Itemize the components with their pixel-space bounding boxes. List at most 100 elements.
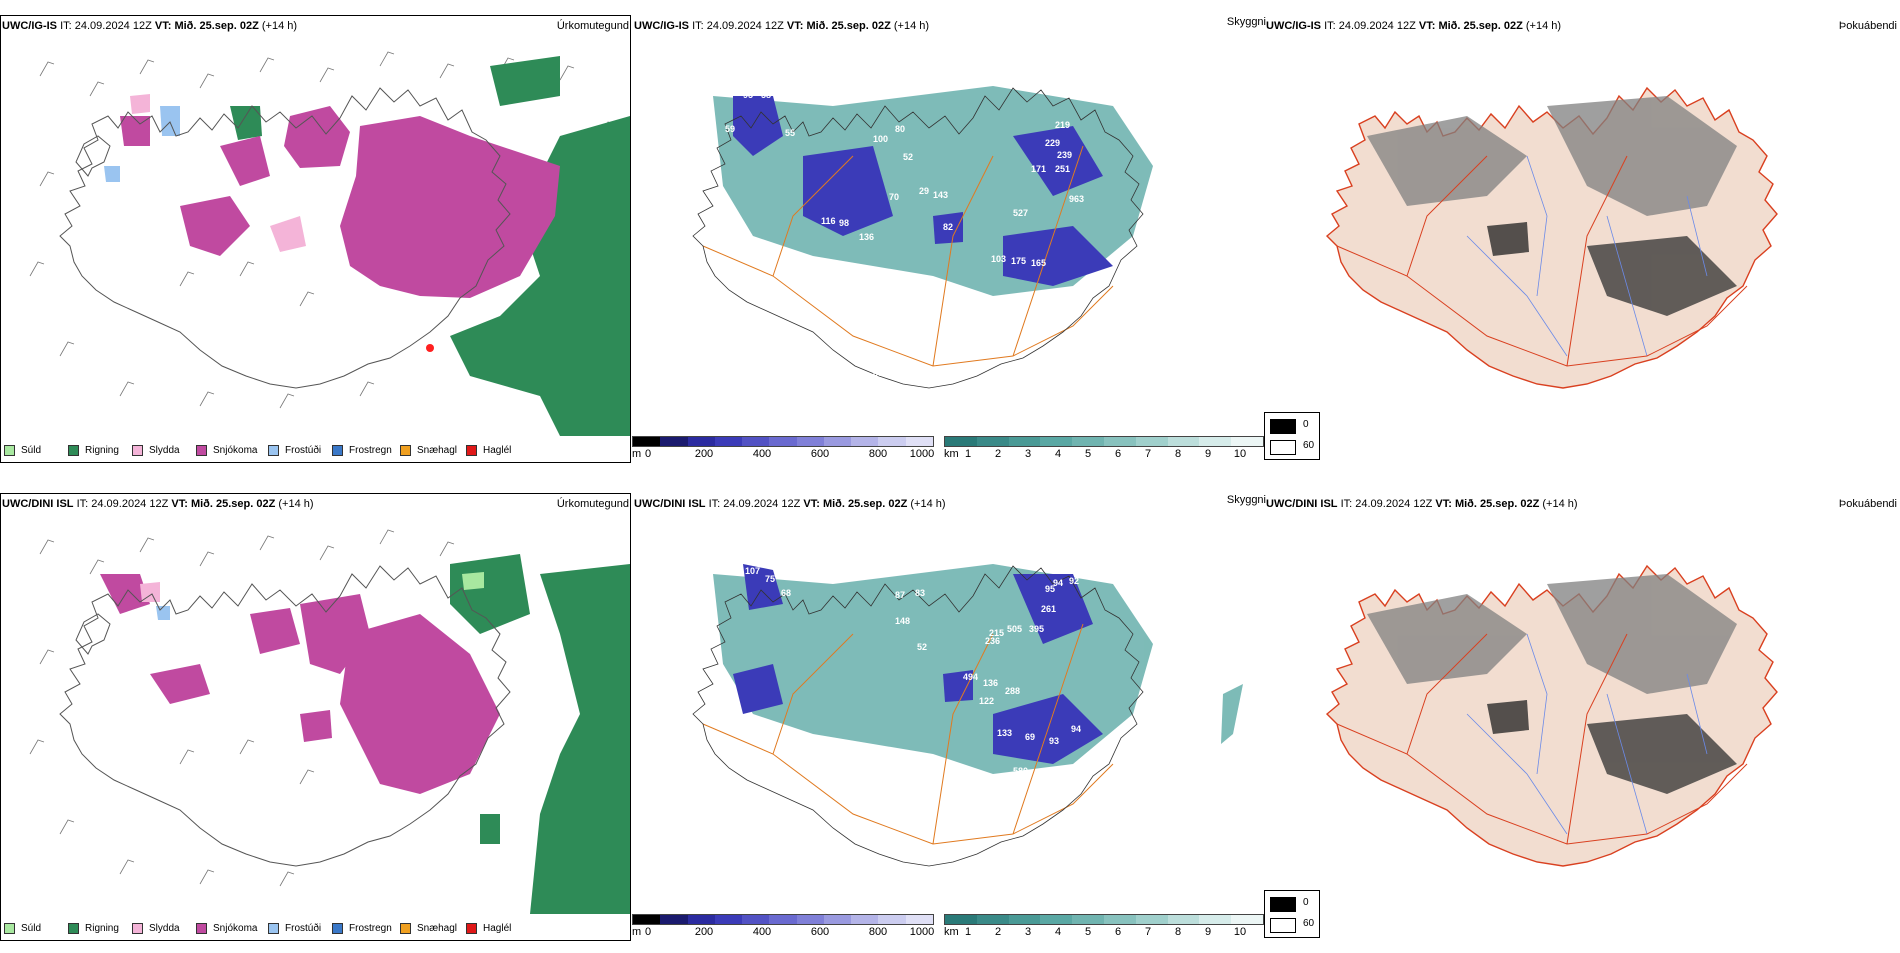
vt-label: VT: bbox=[171, 498, 188, 510]
freezing-drizzle-areas bbox=[156, 606, 170, 620]
value-label: 92 bbox=[1069, 576, 1079, 586]
value-label: 98 bbox=[839, 218, 849, 228]
value-label: 288 bbox=[1005, 686, 1020, 696]
panel-frame bbox=[0, 15, 631, 463]
tick-label: 4 bbox=[1054, 448, 1062, 460]
tick-label: 6 bbox=[1114, 926, 1122, 938]
legend-item: Snjókoma bbox=[196, 923, 268, 934]
tick-label: 9 bbox=[1204, 448, 1212, 460]
colorbar-step bbox=[945, 915, 977, 924]
panel-header: UWC/DINI ISL IT: 24.09.2024 12Z VT: Mið.… bbox=[634, 498, 946, 510]
drizzle-areas bbox=[462, 572, 484, 590]
hail-spot bbox=[426, 344, 434, 352]
colorbar-step bbox=[823, 915, 852, 924]
panel-header: UWC/IG-IS IT: 24.09.2024 12Z VT: Mið. 25… bbox=[2, 20, 297, 32]
fog-panel: UWC/DINI ISL IT: 24.09.2024 12Z VT: Mið.… bbox=[1264, 478, 1900, 948]
legend-item: Snæhagl bbox=[400, 923, 466, 934]
colorbar-step bbox=[742, 437, 770, 446]
legend-item: Snæhagl bbox=[400, 445, 466, 456]
it-value: 24.09.2024 12Z bbox=[91, 498, 169, 510]
value-label: 261 bbox=[1041, 604, 1056, 614]
roads bbox=[702, 623, 1114, 845]
fog-shading bbox=[1367, 96, 1737, 316]
colorbar-step bbox=[1103, 915, 1136, 924]
tick-label: 7 bbox=[1144, 448, 1152, 460]
tick-label: 10 bbox=[1233, 926, 1247, 938]
colorbar-step bbox=[1199, 437, 1232, 446]
fog-legend-box: 0 60 bbox=[1264, 412, 1320, 460]
legend-item: Haglél bbox=[466, 923, 530, 934]
cloud-base-colorbar bbox=[632, 436, 934, 447]
lead-time: (+14 h) bbox=[1525, 20, 1562, 32]
colorbar-step bbox=[1040, 437, 1073, 446]
value-label: 75 bbox=[765, 574, 775, 584]
roads bbox=[702, 145, 1114, 367]
legend-item: Snjókoma bbox=[196, 445, 268, 456]
value-label: 93 bbox=[1049, 736, 1059, 746]
panel-header: UWC/IG-IS IT: 24.09.2024 12Z VT: Mið. 25… bbox=[1266, 20, 1561, 32]
model-name: UWC/IG-IS bbox=[2, 20, 57, 32]
cloud-base-unit: m bbox=[632, 448, 642, 460]
panel-header: UWC/DINI ISL IT: 24.09.2024 12Z VT: Mið.… bbox=[2, 498, 314, 510]
lead-time: (+14 h) bbox=[893, 20, 930, 32]
colorbar-step bbox=[851, 915, 879, 924]
colorbar-step bbox=[742, 915, 770, 924]
value-label: 70 bbox=[889, 192, 899, 202]
tick-label: 400 bbox=[752, 448, 772, 460]
value-label: 239 bbox=[1057, 150, 1072, 160]
model-name: UWC/IG-IS bbox=[1266, 20, 1321, 32]
tick-label: 1 bbox=[964, 926, 972, 938]
value-label: 505 bbox=[1007, 624, 1022, 634]
value-label: 219 bbox=[1055, 120, 1070, 130]
fog-shading bbox=[1367, 574, 1737, 794]
panel-title: Þokuábendi bbox=[1838, 20, 1897, 32]
colorbar-step bbox=[1040, 915, 1073, 924]
value-label: 175 bbox=[1011, 256, 1026, 266]
colorbar-step bbox=[633, 437, 661, 446]
rain-areas bbox=[230, 56, 630, 436]
value-label: 58 bbox=[761, 90, 771, 100]
rivers bbox=[1466, 155, 1708, 357]
value-label: 122 bbox=[979, 696, 994, 706]
cloud-base-unit: m bbox=[632, 926, 642, 938]
lead-time: (+14 h) bbox=[910, 498, 946, 510]
value-label: 94 bbox=[1071, 724, 1081, 734]
scale-bars: m 0 200 400 600 800 1000 km 1 2 3 4 5 6 … bbox=[632, 910, 1264, 948]
tick-label: 600 bbox=[810, 926, 830, 938]
value-label: 69 bbox=[1025, 732, 1035, 742]
it-value: 24.09.2024 12Z bbox=[706, 20, 784, 32]
fog-label: 0 bbox=[1303, 897, 1309, 908]
panel-title: Úrkomutegund bbox=[556, 20, 629, 32]
fog-swatch bbox=[1270, 440, 1296, 455]
colorbar-step bbox=[1167, 915, 1200, 924]
precip-type-panel: UWC/DINI ISL IT: 24.09.2024 12Z VT: Mið.… bbox=[0, 478, 632, 948]
colorbar-step bbox=[714, 437, 743, 446]
value-label: 395 bbox=[1029, 624, 1044, 634]
it-value: 24.09.2024 12Z bbox=[723, 498, 801, 510]
value-label: 527 bbox=[1013, 208, 1028, 218]
vt-label: VT: bbox=[786, 20, 804, 32]
panel-title: Skyggni bbox=[1226, 16, 1266, 28]
lead-time: (+14 h) bbox=[1542, 498, 1578, 510]
value-label: 133 bbox=[997, 728, 1012, 738]
colorbar-step bbox=[1135, 915, 1168, 924]
cloud-base-colorbar bbox=[632, 914, 934, 925]
vt-value: Mið. 25.sep. 02Z bbox=[806, 20, 891, 32]
tick-label: 200 bbox=[694, 448, 714, 460]
legend-item: Súld bbox=[4, 445, 68, 456]
value-label: 136 bbox=[983, 678, 998, 688]
tick-label: 8 bbox=[1174, 926, 1182, 938]
value-label: 55 bbox=[785, 128, 795, 138]
colorbar-step bbox=[1072, 437, 1104, 446]
value-label: 82 bbox=[943, 222, 953, 232]
vt-label: VT: bbox=[803, 498, 820, 510]
fog-swatch bbox=[1270, 419, 1296, 434]
it-value: 24.09.2024 12Z bbox=[74, 20, 152, 32]
vt-label: VT: bbox=[1418, 20, 1436, 32]
vt-label: VT: bbox=[154, 20, 172, 32]
colorbar-step bbox=[851, 437, 879, 446]
colorbar-step bbox=[1103, 437, 1136, 446]
fog-swatch bbox=[1270, 897, 1296, 912]
cloud-base-map: 95 58 55 59 100 80 52 70 29 143 219 229 … bbox=[692, 86, 1153, 389]
scale-bars: m 0 200 400 600 800 1000 km 1 2 3 4 5 6 … bbox=[632, 432, 1264, 470]
